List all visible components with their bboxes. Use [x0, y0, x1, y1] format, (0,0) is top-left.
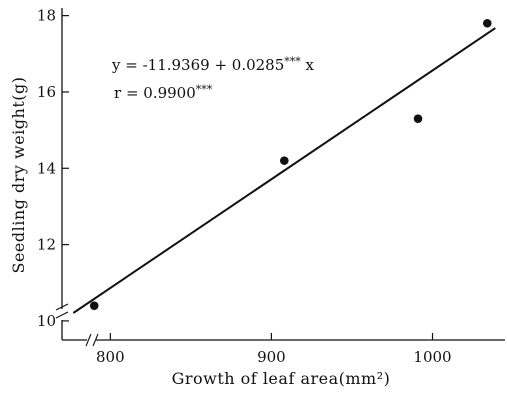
- y-tick-label: 14: [37, 159, 56, 177]
- ticks: 10 12 14 16 18 800 900 1000: [37, 7, 452, 366]
- y-axis-break: [55, 311, 69, 319]
- equation-significance: ***: [284, 55, 301, 68]
- y-axis-title: Seedling dry weight(g): [9, 76, 28, 273]
- x-axis-break: [85, 333, 92, 347]
- data-point: [482, 18, 492, 28]
- equation-text: y = -11.9369 + 0.0285: [111, 56, 284, 74]
- data-point: [89, 301, 99, 310]
- axes: [55, 8, 505, 347]
- correlation-significance: ***: [196, 83, 213, 96]
- y-tick-label: 12: [37, 236, 56, 254]
- equation-label: y = -11.9369 + 0.0285*** x: [111, 55, 315, 74]
- y-tick-label: 10: [37, 312, 56, 330]
- correlation-label: r = 0.9900***: [114, 83, 213, 102]
- x-tick-label: 800: [96, 348, 125, 366]
- y-tick-label: 18: [37, 7, 56, 25]
- regression-line: [72, 27, 496, 314]
- x-axis-title: Growth of leaf area(mm²): [172, 369, 391, 388]
- regression-group: [72, 27, 496, 314]
- equation-variable: x: [301, 56, 315, 74]
- x-tick-label: 900: [257, 348, 286, 366]
- y-axis-break: [55, 303, 69, 311]
- correlation-text: r = 0.9900: [114, 84, 196, 102]
- data-point: [280, 156, 289, 165]
- y-tick-label: 16: [37, 83, 56, 101]
- x-tick-label: 1000: [413, 348, 451, 366]
- x-axis-break: [92, 333, 99, 347]
- data-points: [89, 18, 492, 310]
- data-point: [413, 114, 423, 123]
